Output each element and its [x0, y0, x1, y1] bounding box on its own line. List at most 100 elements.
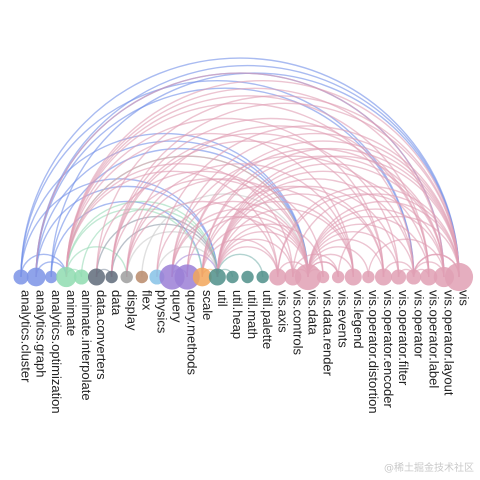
arc-link	[65, 170, 279, 278]
node-vis-legend[interactable]	[344, 268, 362, 286]
arc-link	[110, 223, 219, 278]
node-label: animate	[64, 290, 79, 336]
node-query-methods[interactable]	[174, 264, 200, 290]
node-animate[interactable]	[56, 266, 77, 288]
node-label: vis	[457, 290, 472, 306]
node-util-palette[interactable]	[256, 270, 269, 284]
node-label: animate.interpolate	[79, 290, 94, 401]
node-vis-data[interactable]	[294, 263, 322, 291]
node-vis-operator[interactable]	[406, 269, 422, 285]
arc-link	[65, 117, 385, 278]
arc-link	[186, 140, 460, 278]
arc-link	[216, 185, 400, 278]
arc-link	[307, 208, 445, 278]
node-data-converters[interactable]	[87, 268, 106, 286]
node-analytics-graph[interactable]	[26, 267, 46, 287]
arc-links	[20, 57, 460, 278]
node-vis-operator-filter[interactable]	[391, 269, 407, 285]
node-util-math[interactable]	[241, 270, 254, 284]
node-label: flex	[139, 290, 154, 311]
arc-link	[186, 215, 309, 278]
node-display[interactable]	[120, 270, 133, 284]
watermark: @稀土掘金技术社区	[384, 463, 474, 474]
node-scale[interactable]	[192, 267, 212, 287]
node-vis-operator-label[interactable]	[420, 268, 438, 286]
node-vis-operator-distortion[interactable]	[362, 270, 375, 284]
arc-link	[186, 148, 445, 278]
arc-link	[171, 185, 354, 278]
node-labels: analytics.cluster analytics.graph analytic…	[19, 290, 472, 414]
arc-link	[216, 178, 415, 278]
arc-link	[126, 178, 324, 278]
node-label: util.heap	[230, 290, 245, 339]
node-analytics-optimization[interactable]	[45, 270, 58, 284]
arc-link	[126, 200, 279, 278]
node-label: vis.operator.encoder	[381, 290, 396, 408]
arc-link	[35, 140, 309, 278]
arc-link	[201, 200, 354, 278]
node-flex[interactable]	[135, 270, 149, 284]
arc-link	[201, 238, 279, 278]
node-label: vis.operator.distortion	[366, 290, 381, 414]
arc-link	[65, 102, 415, 278]
arc-link	[216, 163, 445, 278]
node-label: query.methods	[185, 290, 200, 376]
node-label: vis.operator.label	[426, 290, 441, 388]
node-label: vis.events	[336, 290, 351, 348]
arc-link	[171, 155, 415, 278]
node-label: scale	[200, 290, 215, 320]
node-label: util.math	[245, 290, 260, 339]
arc-link	[307, 231, 400, 278]
node-util[interactable]	[208, 268, 226, 286]
arc-link	[110, 140, 385, 278]
arc-link	[201, 223, 309, 278]
node-vis-operator-encoder[interactable]	[374, 268, 393, 286]
node-label: vis.operator	[411, 290, 426, 359]
node-label: vis.operator.filter	[396, 290, 411, 386]
node-vis-events[interactable]	[331, 270, 345, 284]
arc-link	[65, 80, 460, 278]
arc-link	[50, 148, 309, 278]
arc-link	[277, 193, 445, 278]
arc-link	[110, 178, 309, 278]
arc-link	[201, 155, 445, 278]
arc-link	[65, 246, 128, 278]
node-vis-data-render[interactable]	[316, 270, 330, 284]
arc-link	[65, 133, 354, 278]
arc-link	[65, 87, 445, 278]
node-label: analytics.optimization	[49, 290, 64, 414]
arc-link	[110, 133, 400, 278]
node-label: vis.controls	[290, 290, 305, 356]
arc-link	[216, 208, 354, 278]
node-label: analytics.graph	[34, 290, 49, 377]
arc-link	[35, 64, 460, 278]
arc-link	[95, 95, 460, 278]
node-vis-axis[interactable]	[269, 268, 287, 286]
node-util-heap[interactable]	[226, 270, 239, 284]
node-label: util.palette	[260, 290, 275, 349]
node-label: vis.axis	[275, 290, 290, 333]
node-circles	[13, 262, 474, 292]
arc-link	[110, 117, 430, 278]
arc-link	[126, 163, 354, 278]
node-label: display	[124, 290, 139, 331]
node-label: vis.legend	[351, 290, 366, 349]
node-animate-interpolate[interactable]	[73, 269, 89, 285]
arc-link	[216, 230, 309, 278]
node-label: data	[109, 290, 124, 316]
node-label: analytics.cluster	[19, 290, 34, 383]
arc-link	[20, 57, 460, 278]
arc-link	[216, 238, 294, 278]
arc-link	[126, 125, 430, 278]
node-label: physics	[154, 290, 169, 334]
node-vis[interactable]	[444, 262, 474, 292]
arc-link	[171, 215, 294, 278]
node-analytics-cluster[interactable]	[13, 269, 29, 285]
arc-link	[65, 200, 219, 278]
node-data[interactable]	[105, 270, 118, 284]
arc-link	[65, 95, 430, 278]
arc-link	[110, 103, 460, 278]
node-label: vis.operator.layout	[441, 290, 456, 396]
arc-link	[20, 80, 415, 278]
